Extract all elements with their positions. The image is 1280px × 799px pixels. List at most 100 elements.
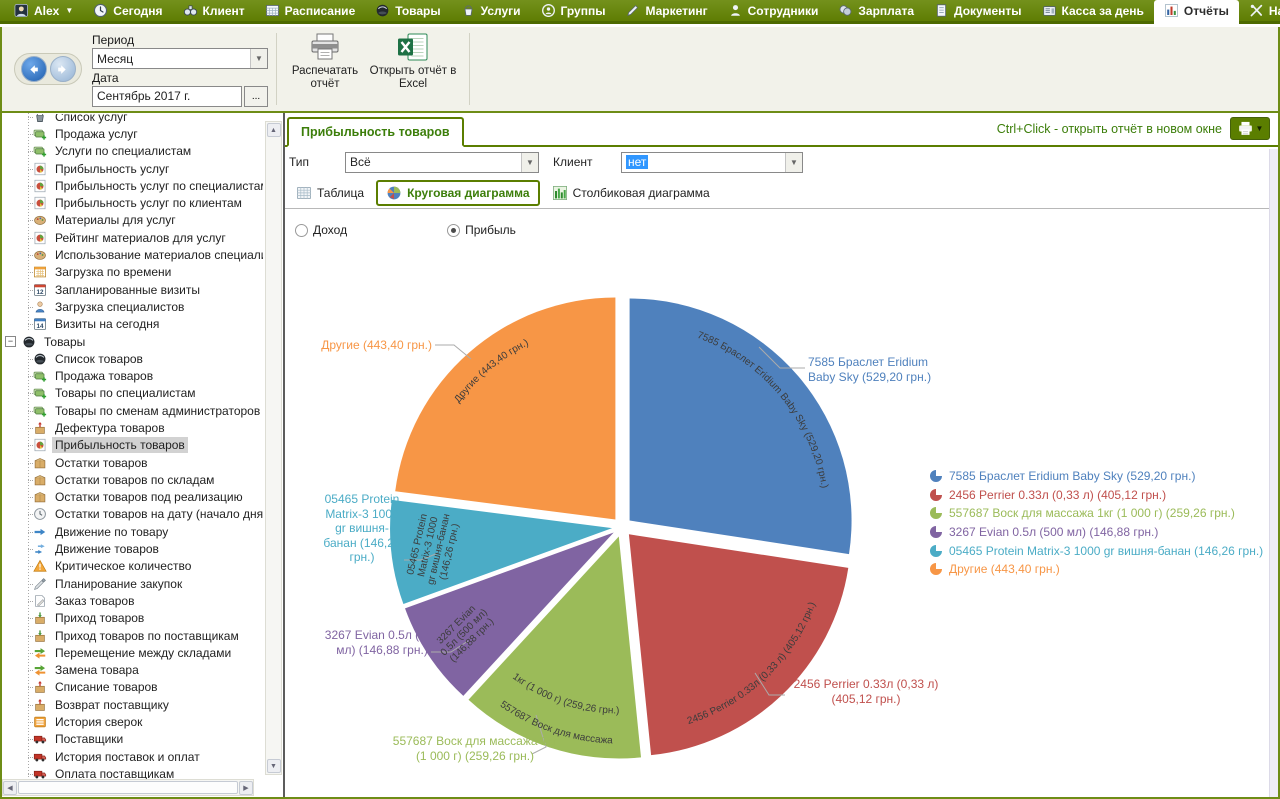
forward-button[interactable] [50,56,76,82]
type-select[interactable]: Всё ▼ [345,152,539,173]
report-vertical-scrollbar[interactable] [1269,149,1278,797]
sidebar-item-14[interactable]: Список товаров [2,350,263,367]
sidebar-item-26[interactable]: Критическое количество [2,558,263,575]
box-icon [33,490,47,504]
sidebar-item-31[interactable]: Перемещение между складами [2,644,263,661]
chevron-down-icon[interactable]: ▼ [785,153,802,172]
menu-item-client[interactable]: Клиент [173,0,255,21]
client-select[interactable]: нет ▼ [621,152,803,173]
menu-item-goods[interactable]: Товары [365,0,450,21]
chevron-down-icon[interactable]: ▼ [521,153,538,172]
chart-legend: 7585 Браслет Eridium Baby Sky (529,20 гр… [930,467,1263,579]
sidebar-item-label: Возврат поставщику [52,697,172,713]
sidebar-item-7[interactable]: Рейтинг материалов для услуг [2,229,263,246]
date-browse-button[interactable]: ... [244,86,268,107]
pie-slice-1[interactable] [629,534,848,755]
pie-chart: 7585 Браслет Eridium Baby Sky (529,20 гр… [285,245,1278,797]
sidebar-item-0[interactable]: Список услуг [2,114,263,125]
sidebar-item-9[interactable]: Загрузка по времени [2,264,263,281]
open-excel-button[interactable]: Открыть отчёт в Excel [365,27,461,111]
period-select[interactable]: Месяц ▼ [92,48,268,69]
legend-marker-icon [930,563,942,575]
scroll-up-icon[interactable]: ▲ [267,123,281,137]
back-button[interactable] [21,56,47,82]
pie-callout-label-0: 7585 Браслет Eridium Baby Sky (529,20 гр… [808,355,958,384]
swap-icon [33,663,47,677]
tree-collapse-icon[interactable]: − [5,336,16,347]
sidebar-horizontal-scrollbar[interactable]: ◀ ▶ [2,779,254,796]
open-new-window-button[interactable]: ▼ [1230,117,1270,140]
pie-slice-0[interactable] [630,299,852,555]
scroll-down-icon[interactable]: ▼ [267,759,281,773]
sidebar-item-25[interactable]: Движение товаров [2,540,263,557]
sidebar-item-30[interactable]: Приход товаров по поставщикам [2,627,263,644]
menu-item-today[interactable]: Сегодня [83,0,172,21]
scroll-right-icon[interactable]: ▶ [239,781,253,795]
sidebar-item-36[interactable]: Поставщики [2,731,263,748]
menu-item-staff[interactable]: Сотрудники [718,0,829,21]
menu-item-alex[interactable]: Alex▼ [4,0,83,21]
sidebar-item-29[interactable]: Приход товаров [2,610,263,627]
sidebar-item-8[interactable]: Использование материалов специалистами [2,246,263,263]
pie-callout-label-5: Другие (443,40 грн.) [302,338,432,353]
sidebar-item-35[interactable]: История сверок [2,713,263,730]
print-report-button[interactable]: Распечатать отчёт [285,27,365,111]
sidebar-item-19[interactable]: Прибыльность товаров [2,437,263,454]
sidebar-item-10[interactable]: 12Запланированные визиты [2,281,263,298]
report-tab[interactable]: Прибыльность товаров [287,117,464,147]
sidebar-item-1[interactable]: Продажа услуг [2,125,263,142]
sidebar-item-24[interactable]: Движение по товару [2,523,263,540]
scrollbar-thumb[interactable] [18,781,238,794]
sidebar-item-2[interactable]: Услуги по специалистам [2,143,263,160]
client-value: нет [626,155,648,169]
sidebar-item-27[interactable]: Планирование закупок [2,575,263,592]
sidebar-item-12[interactable]: 14Визиты на сегодня [2,316,263,333]
sidebar-item-33[interactable]: Списание товаров [2,679,263,696]
radio-profit[interactable]: Прибыль [447,223,516,237]
view-tab-1[interactable]: Круговая диаграмма [376,180,540,206]
settings-icon [1249,3,1264,18]
bars-icon [552,185,568,201]
sidebar-item-13[interactable]: −Товары [2,333,263,350]
menu-item-services[interactable]: Услуги [451,0,531,21]
view-tab-2[interactable]: Столбиковая диаграмма [543,180,719,206]
sidebar-item-32[interactable]: Замена товара [2,662,263,679]
menu-item-documents[interactable]: Документы [924,0,1031,21]
chevron-down-icon[interactable]: ▼ [250,49,267,68]
sidebar-item-37[interactable]: История поставок и оплат [2,748,263,765]
radio-icon[interactable] [447,224,460,237]
date-input[interactable]: Сентябрь 2017 г. [92,86,242,107]
menu-item-schedule[interactable]: Расписание [255,0,366,21]
menu-item-groups[interactable]: Группы [531,0,616,21]
sidebar-item-22[interactable]: Остатки товаров под реализацию [2,489,263,506]
sidebar-item-18[interactable]: Дефектура товаров [2,419,263,436]
menu-item-reports[interactable]: Отчёты [1154,0,1239,24]
sidebar-item-20[interactable]: Остатки товаров [2,454,263,471]
sidebar-item-28[interactable]: Заказ товаров [2,592,263,609]
sidebar-item-11[interactable]: Загрузка специалистов [2,298,263,315]
sidebar-item-label: Остатки товаров [52,455,151,471]
sidebar-item-23[interactable]: Остатки товаров на дату (начало дня) [2,506,263,523]
sidebar-item-21[interactable]: Остатки товаров по складам [2,471,263,488]
menu-item-cashbox[interactable]: Касса за день [1032,0,1154,21]
view-tab-0[interactable]: Таблица [287,180,373,206]
scroll-left-icon[interactable]: ◀ [3,781,17,795]
menu-item-salary[interactable]: Зарплата [828,0,924,21]
sidebar-item-34[interactable]: Возврат поставщику [2,696,263,713]
sidebar-item-3[interactable]: Прибыльность услуг [2,160,263,177]
sidebar-item-17[interactable]: Товары по сменам администраторов [2,402,263,419]
bucket-icon [33,114,47,124]
menu-item-settings[interactable]: Настройки [1239,0,1280,21]
sidebar-item-5[interactable]: Прибыльность услуг по клиентам [2,194,263,211]
sidebar-item-15[interactable]: Продажа товаров [2,367,263,384]
sidebar-vertical-scrollbar[interactable]: ▲ ▼ [265,121,282,775]
printer-small-icon [1237,120,1254,137]
sidebar-item-4[interactable]: Прибыльность услуг по специалистам [2,177,263,194]
menu-item-marketing[interactable]: Маркетинг [615,0,717,21]
sidebar-item-16[interactable]: Товары по специалистам [2,385,263,402]
radio-icon[interactable] [295,224,308,237]
pie-slice-5[interactable] [395,298,615,520]
sidebar-item-6[interactable]: Материалы для услуг [2,212,263,229]
box-down-green-icon [33,629,47,643]
radio-income[interactable]: Доход [295,223,347,237]
